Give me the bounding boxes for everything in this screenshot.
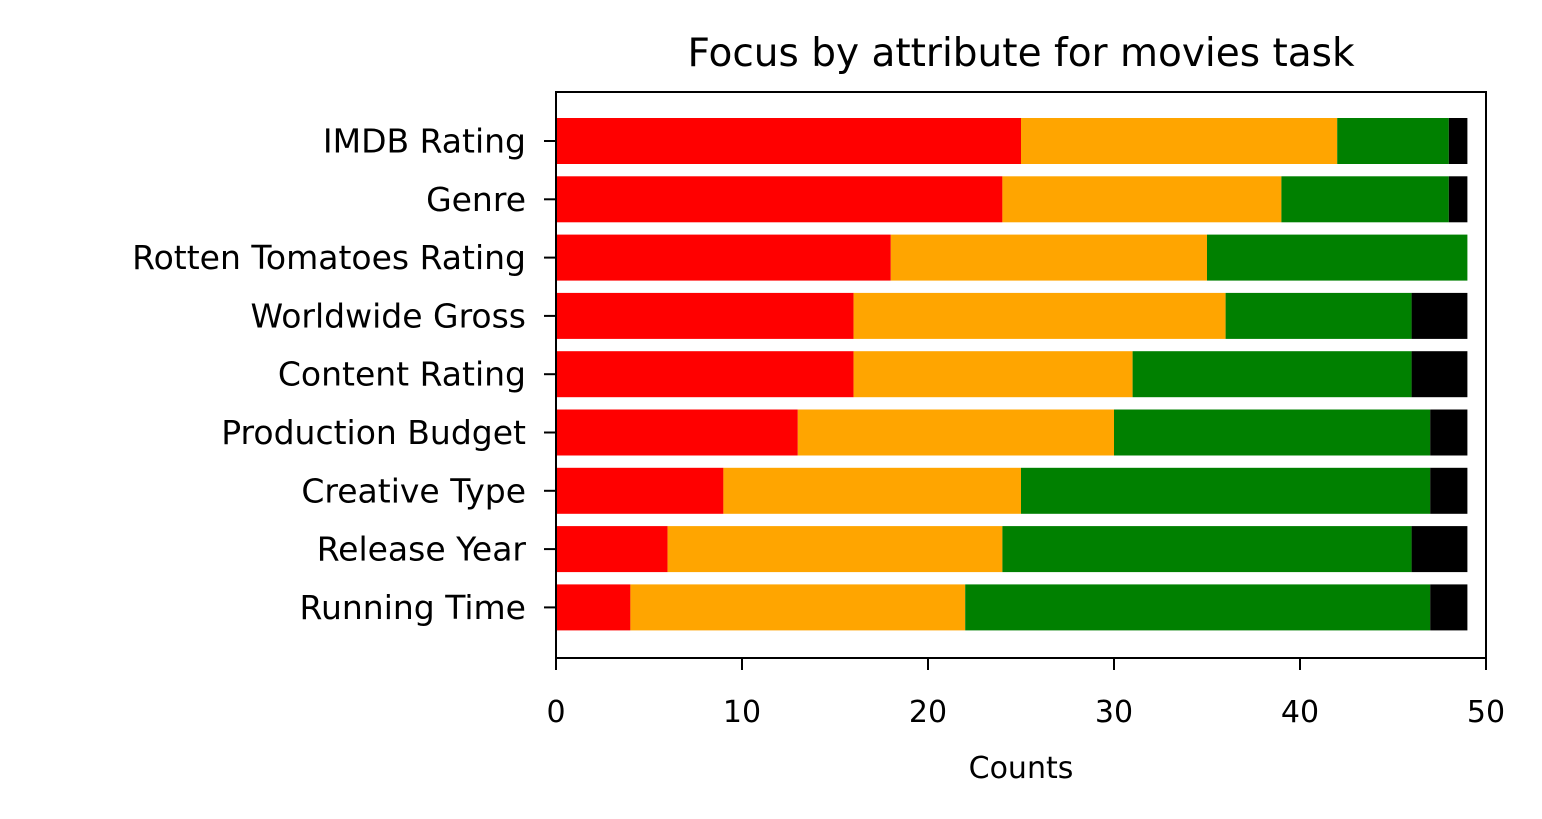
bar-worldwide-gross-black: [1411, 292, 1468, 339]
chart-title: Focus by attribute for movies task: [687, 31, 1355, 76]
y-tick-label-running-time: Running Time: [300, 588, 526, 627]
x-tick-label-0: 0: [546, 695, 565, 730]
x-axis-label: Counts: [969, 751, 1074, 786]
bar-content-rating-red: [556, 351, 854, 398]
bar-creative-type-black: [1430, 467, 1468, 514]
y-tick-label-production-budget: Production Budget: [221, 413, 526, 452]
x-tick-label-30: 30: [1095, 695, 1133, 730]
bar-genre-black: [1448, 176, 1468, 223]
bar-running-time-orange: [630, 584, 966, 631]
x-tick-label-20: 20: [909, 695, 947, 730]
bar-rotten-tomatoes-rating-red: [556, 234, 891, 281]
bar-running-time-black: [1430, 584, 1468, 631]
bar-content-rating-black: [1411, 351, 1468, 398]
bar-worldwide-gross-red: [556, 292, 854, 339]
bar-release-year-black: [1411, 526, 1468, 573]
y-axis: IMDB Rating Genre Rotten Tomatoes Rating Wo…: [132, 122, 556, 627]
bar-genre-orange: [1002, 176, 1282, 223]
bar-imdb-rating-orange: [1021, 118, 1338, 164]
y-tick-label-genre: Genre: [426, 180, 526, 219]
x-tick-label-10: 10: [723, 695, 761, 730]
x-tick-label-50: 50: [1467, 695, 1505, 730]
bar-rotten-tomatoes-rating-green: [1207, 234, 1468, 281]
bar-worldwide-gross-orange: [853, 292, 1226, 339]
bar-content-rating-orange: [853, 351, 1133, 398]
bar-production-budget-orange: [797, 409, 1114, 456]
bar-content-rating-green: [1132, 351, 1412, 398]
bar-creative-type-orange: [723, 467, 1021, 514]
bar-running-time-red: [556, 584, 631, 631]
y-tick-label-release-year: Release Year: [317, 530, 527, 569]
bar-production-budget-green: [1114, 409, 1431, 456]
bar-creative-type-green: [1021, 467, 1431, 514]
bar-imdb-rating-green: [1337, 118, 1449, 164]
bar-production-budget-black: [1430, 409, 1468, 456]
bar-production-budget-red: [556, 409, 798, 456]
bar-release-year-orange: [667, 526, 1003, 573]
bar-worldwide-gross-green: [1225, 292, 1412, 339]
x-axis: 0 10 20 30 40 50: [546, 658, 1505, 730]
bar-release-year-green: [1002, 526, 1412, 573]
x-tick-label-40: 40: [1281, 695, 1319, 730]
bar-genre-red: [556, 176, 1003, 223]
y-tick-label-content-rating: Content Rating: [278, 355, 526, 394]
bar-running-time-green: [965, 584, 1431, 631]
y-tick-label-rotten-tomatoes-rating: Rotten Tomatoes Rating: [132, 238, 526, 277]
bar-creative-type-red: [556, 467, 724, 514]
bar-imdb-rating-red: [556, 118, 1021, 164]
y-tick-label-worldwide-gross: Worldwide Gross: [251, 296, 526, 335]
bar-genre-green: [1281, 176, 1449, 223]
bar-rotten-tomatoes-rating-orange: [890, 234, 1207, 281]
y-tick-label-creative-type: Creative Type: [301, 471, 526, 510]
bar-release-year-red: [556, 526, 668, 573]
y-tick-label-imdb-rating: IMDB Rating: [323, 122, 526, 161]
bar-imdb-rating-black: [1448, 118, 1468, 164]
bars-group: [556, 118, 1468, 631]
